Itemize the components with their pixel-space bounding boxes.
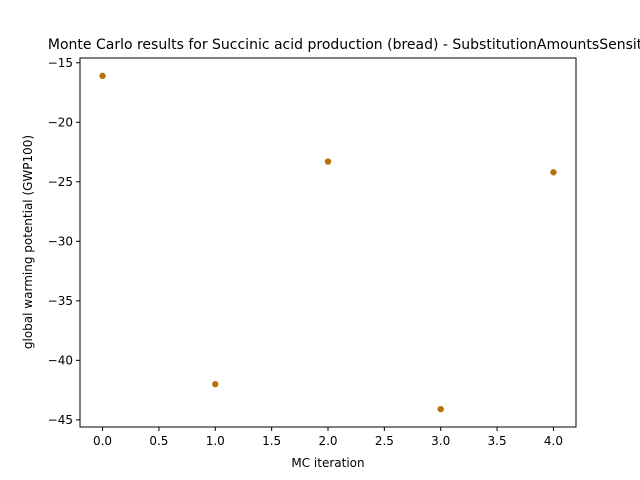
x-tick-label: 0.5 xyxy=(149,434,168,448)
data-point xyxy=(550,169,557,176)
data-point xyxy=(437,405,444,413)
x-tick-label: 4.0 xyxy=(544,434,563,448)
y-tick-label: −30 xyxy=(48,234,73,248)
chart-title: Monte Carlo results for Succinic acid pr… xyxy=(48,37,640,53)
data-point xyxy=(212,380,219,388)
plot-area: 0.0 0.5 1.0 1.5 2.0 2.5 3.0 3.5 4.0 −15 −20 −25 −30 −… xyxy=(48,56,563,448)
y-tick-label: −20 xyxy=(48,115,73,129)
data-point xyxy=(99,72,106,80)
x-tick-label: 1.0 xyxy=(206,434,225,448)
y-axis-label: global warming potential (GWP100) xyxy=(21,135,35,349)
x-tick-label: 1.5 xyxy=(262,434,281,448)
y-tick-label: −25 xyxy=(48,175,73,189)
y-tick-label: −15 xyxy=(48,56,73,70)
axes-frame xyxy=(79,57,577,428)
data-point xyxy=(324,158,332,165)
x-axis-label: MC iteration xyxy=(291,456,364,470)
y-tick-label: −35 xyxy=(48,294,73,308)
x-tick-label: 2.5 xyxy=(375,434,394,448)
x-tick-label: 3.5 xyxy=(488,434,507,448)
x-tick-label: 2.0 xyxy=(318,434,337,448)
x-tick-label: 3.0 xyxy=(431,434,450,448)
x-tick-label: 0.0 xyxy=(93,434,112,448)
y-tick-label: −45 xyxy=(48,413,73,427)
y-tick-label: −40 xyxy=(48,353,73,367)
